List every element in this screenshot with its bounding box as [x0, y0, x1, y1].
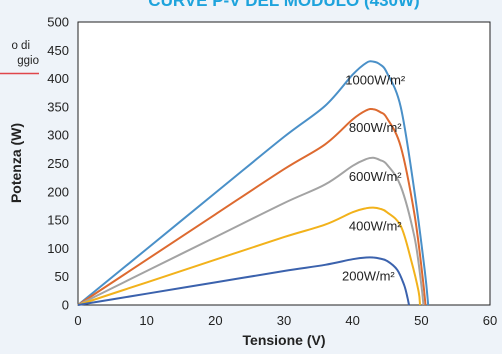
x-tick-label: 10	[139, 313, 153, 328]
y-tick-label: 200	[47, 184, 69, 199]
series-line	[77, 256, 410, 306]
x-tick-label: 50	[414, 313, 428, 328]
x-axis-ticks: 0 10 20 30 40 50 60	[74, 313, 497, 328]
series-label: 1000W/m²	[345, 73, 406, 88]
y-tick-label: 250	[47, 156, 69, 171]
chart-title: CURVE P-V DEL MODULO (430W)	[148, 0, 419, 10]
series-label: 400W/m²	[349, 219, 402, 234]
plot-area	[77, 21, 491, 306]
series-line	[77, 156, 425, 306]
series-line	[77, 107, 427, 306]
y-tick-label: 450	[47, 43, 69, 58]
y-tick-label: 50	[55, 269, 69, 284]
series-label: 600W/m²	[349, 169, 402, 184]
y-tick-label: 400	[47, 71, 69, 86]
series-lines	[77, 60, 430, 306]
series-label: 800W/m²	[349, 120, 402, 135]
x-tick-label: 20	[208, 313, 222, 328]
x-tick-label: 60	[483, 313, 497, 328]
series-line	[77, 206, 421, 306]
y-axis-title: Potenza (W)	[8, 123, 24, 203]
series-labels: 1000W/m² 800W/m² 600W/m² 400W/m² 200W/m²	[342, 73, 406, 284]
x-tick-label: 30	[277, 313, 291, 328]
y-tick-label: 350	[47, 99, 69, 114]
y-axis-ticks: 0 50 100 150 200 250 300 350 400 450 500	[47, 15, 69, 313]
x-axis-title: Tensione (V)	[243, 332, 326, 348]
legend-text-line-1: o di	[11, 40, 30, 52]
series-line	[77, 60, 430, 306]
x-tick-label: 0	[74, 313, 81, 328]
legend-fragment: o di ggio	[0, 40, 39, 75]
x-tick-label: 40	[345, 313, 359, 328]
legend-text-line-2: ggio	[17, 55, 39, 67]
y-tick-label: 300	[47, 128, 69, 143]
y-tick-label: 500	[47, 15, 69, 30]
series-label: 200W/m²	[342, 268, 395, 283]
y-tick-label: 100	[47, 241, 69, 256]
y-tick-label: 150	[47, 213, 69, 228]
y-tick-label: 0	[62, 298, 69, 313]
